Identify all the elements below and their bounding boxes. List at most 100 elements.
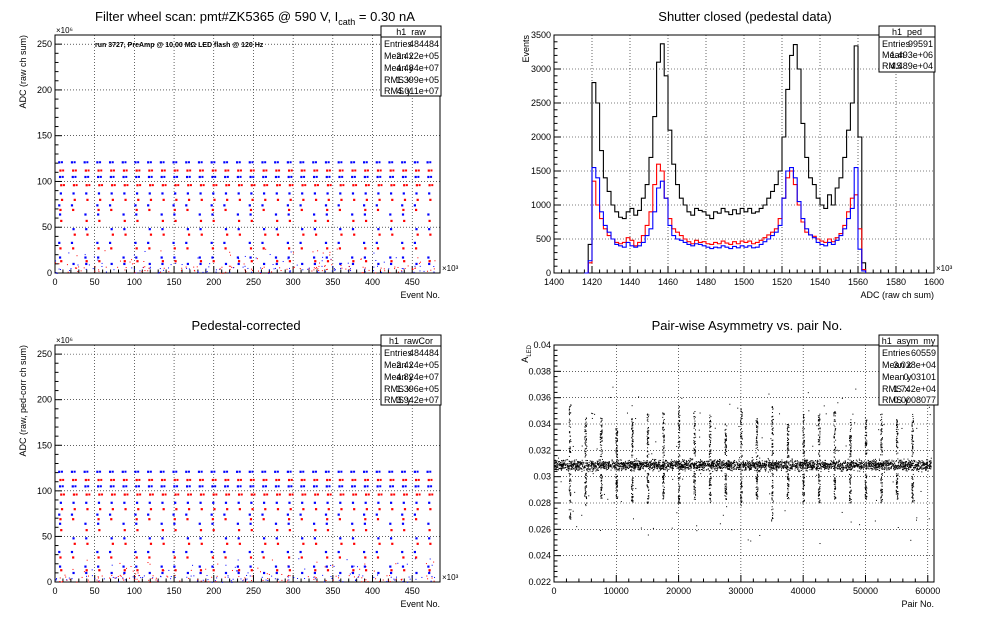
data-point [882,465,884,467]
data-point [608,467,610,469]
data-point [108,204,112,207]
data-point [227,169,230,172]
data-point [383,261,385,263]
data-point [682,461,684,463]
data-point [626,466,628,468]
data-point [902,464,904,466]
data-point [806,466,808,468]
data-point [70,550,74,554]
data-point [290,478,293,481]
data-point [149,563,151,565]
data-point [910,464,912,466]
data-point [822,465,824,467]
data-point [701,466,703,468]
data-point [119,260,121,262]
data-point [824,467,826,469]
data-point [628,459,630,461]
data-point [401,579,403,581]
data-point [172,204,175,207]
data-point [665,466,667,468]
x-tick-label: 1460 [658,277,678,287]
data-point [654,466,656,468]
data-point [837,463,839,465]
data-point [859,462,861,464]
data-point [832,461,834,463]
data-point [744,463,746,465]
data-point [621,468,623,470]
data-point [679,467,681,469]
data-point [326,184,330,187]
data-point [696,467,698,469]
data-point [274,161,277,164]
data-point [59,501,62,504]
data-point [316,184,319,187]
data-point [624,469,626,471]
data-point [187,184,190,187]
data-point [757,464,759,466]
data-point [786,466,788,468]
data-point [72,568,74,570]
data-point [826,466,828,468]
data-point [413,470,417,473]
data-point [246,581,248,583]
data-point [585,459,587,461]
data-point [122,256,125,259]
data-point [809,466,811,468]
data-point [229,254,231,256]
data-point [237,493,241,496]
data-point [633,468,635,470]
data-point [679,463,681,465]
data-point [98,219,101,223]
data-point [804,467,806,469]
data-point [700,461,702,463]
data-point [852,460,854,462]
data-point [591,460,593,462]
data-point [780,463,782,465]
x-axis-label: Event No. [400,599,440,609]
data-point [325,565,328,568]
data-point [287,258,289,260]
data-point [302,198,305,201]
data-point [915,461,917,463]
data-point [256,258,258,260]
data-point [388,161,391,164]
data-point [298,558,300,560]
data-point [349,573,351,575]
data-point [97,169,100,172]
data-point [783,462,785,464]
data-point [414,485,417,488]
data-point [391,161,394,164]
data-point [768,465,770,467]
data-point [682,469,684,471]
data-point [767,457,769,459]
data-point [684,462,686,464]
data-point [174,219,177,223]
data-point [328,175,331,178]
data-point [416,198,419,201]
data-point [779,460,781,462]
data-point [393,578,395,580]
data-point [84,565,87,568]
data-point [763,462,765,464]
data-point [746,463,748,465]
data-point [825,464,827,466]
data-point [578,461,580,463]
data-point [724,467,726,469]
data-point [316,169,319,172]
data-point [562,466,564,468]
data-point [671,465,673,467]
data-point [853,469,855,471]
x-tick-label: 20000 [666,586,691,596]
data-point [887,459,889,461]
data-point [737,462,739,464]
data-point [59,208,62,212]
data-point [560,465,562,467]
data-point [83,571,85,573]
data-point [848,468,850,470]
data-point [430,169,433,172]
x-tick-label: 1420 [582,277,602,287]
data-point [262,485,265,488]
data-point [755,470,757,472]
data-point [288,192,291,195]
data-point [415,192,418,195]
